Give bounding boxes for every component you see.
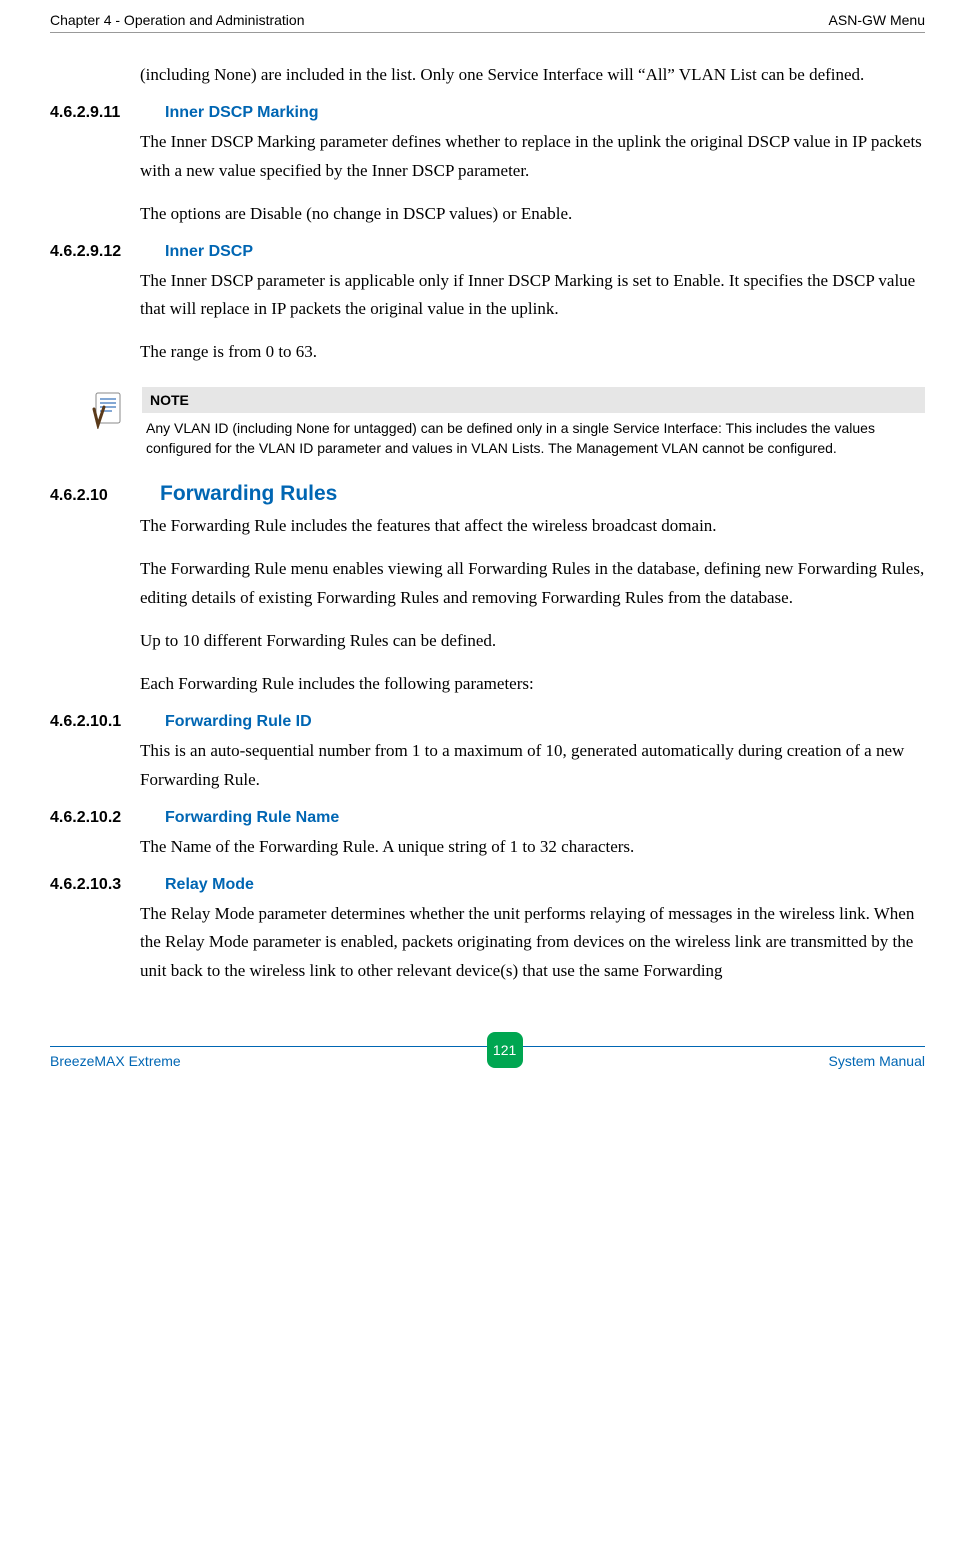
page-number-badge: 121: [487, 1032, 523, 1068]
section-body: This is an auto-sequential number from 1…: [140, 737, 925, 795]
section-number: 4.6.2.10.1: [50, 713, 145, 731]
section-body: The Name of the Forwarding Rule. A uniqu…: [140, 833, 925, 862]
section-forwarding-rule-id: 4.6.2.10.1 Forwarding Rule ID This is an…: [50, 713, 925, 795]
page-header: Chapter 4 - Operation and Administration…: [50, 12, 925, 33]
intro-paragraph: (including None) are included in the lis…: [140, 61, 925, 90]
section-heading: 4.6.2.9.12 Inner DSCP: [50, 243, 925, 261]
paragraph: The range is from 0 to 63.: [140, 338, 925, 367]
section-body: The Forwarding Rule includes the feature…: [140, 512, 925, 698]
paragraph: The Relay Mode parameter determines whet…: [140, 900, 925, 987]
note-title: NOTE: [142, 387, 925, 413]
section-title: Forwarding Rule ID: [165, 713, 312, 731]
section-body: The Relay Mode parameter determines whet…: [140, 900, 925, 987]
page: Chapter 4 - Operation and Administration…: [0, 0, 975, 1099]
section-heading: 4.6.2.9.11 Inner DSCP Marking: [50, 104, 925, 122]
section-title: Inner DSCP: [165, 243, 253, 261]
header-right: ASN-GW Menu: [829, 12, 925, 28]
paragraph: The Forwarding Rule menu enables viewing…: [140, 555, 925, 613]
section-title: Inner DSCP Marking: [165, 104, 319, 122]
paragraph: The Inner DSCP Marking parameter defines…: [140, 128, 925, 186]
section-number: 4.6.2.9.12: [50, 243, 145, 261]
section-body: The Inner DSCP Marking parameter defines…: [140, 128, 925, 229]
page-footer: BreezeMAX Extreme 121 System Manual: [50, 1046, 925, 1069]
section-inner-dscp: 4.6.2.9.12 Inner DSCP The Inner DSCP par…: [50, 243, 925, 368]
paragraph: The Name of the Forwarding Rule. A uniqu…: [140, 833, 925, 862]
section-heading: 4.6.2.10.2 Forwarding Rule Name: [50, 809, 925, 827]
note-icon: [90, 389, 130, 429]
section-inner-dscp-marking: 4.6.2.9.11 Inner DSCP Marking The Inner …: [50, 104, 925, 229]
section-title: Relay Mode: [165, 876, 254, 894]
paragraph: The Inner DSCP parameter is applicable o…: [140, 267, 925, 325]
section-number: 4.6.2.10.2: [50, 809, 145, 827]
section-heading: 4.6.2.10 Forwarding Rules: [50, 482, 925, 506]
paragraph: The Forwarding Rule includes the feature…: [140, 512, 925, 541]
section-title: Forwarding Rules: [160, 482, 337, 506]
note-body: Any VLAN ID (including None for untagged…: [142, 413, 925, 458]
intro-block: (including None) are included in the lis…: [140, 61, 925, 90]
section-title: Forwarding Rule Name: [165, 809, 339, 827]
paragraph: Up to 10 different Forwarding Rules can …: [140, 627, 925, 656]
section-number: 4.6.2.10: [50, 487, 140, 505]
section-forwarding-rule-name: 4.6.2.10.2 Forwarding Rule Name The Name…: [50, 809, 925, 862]
paragraph: Each Forwarding Rule includes the follow…: [140, 670, 925, 699]
section-heading: 4.6.2.10.3 Relay Mode: [50, 876, 925, 894]
section-number: 4.6.2.9.11: [50, 104, 145, 122]
paragraph: This is an auto-sequential number from 1…: [140, 737, 925, 795]
header-left: Chapter 4 - Operation and Administration: [50, 12, 304, 28]
section-heading: 4.6.2.10.1 Forwarding Rule ID: [50, 713, 925, 731]
section-number: 4.6.2.10.3: [50, 876, 145, 894]
footer-right: System Manual: [829, 1053, 925, 1069]
section-forwarding-rules: 4.6.2.10 Forwarding Rules The Forwarding…: [50, 482, 925, 698]
note-block: NOTE Any VLAN ID (including None for unt…: [90, 387, 925, 458]
section-relay-mode: 4.6.2.10.3 Relay Mode The Relay Mode par…: [50, 876, 925, 987]
paragraph: The options are Disable (no change in DS…: [140, 200, 925, 229]
footer-left: BreezeMAX Extreme: [50, 1053, 181, 1069]
section-body: The Inner DSCP parameter is applicable o…: [140, 267, 925, 368]
note-content: NOTE Any VLAN ID (including None for unt…: [142, 387, 925, 458]
